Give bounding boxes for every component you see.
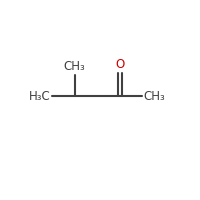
Text: CH₃: CH₃ bbox=[143, 90, 165, 103]
Text: H₃C: H₃C bbox=[29, 90, 51, 103]
Text: CH₃: CH₃ bbox=[64, 60, 85, 73]
Text: O: O bbox=[115, 58, 124, 71]
